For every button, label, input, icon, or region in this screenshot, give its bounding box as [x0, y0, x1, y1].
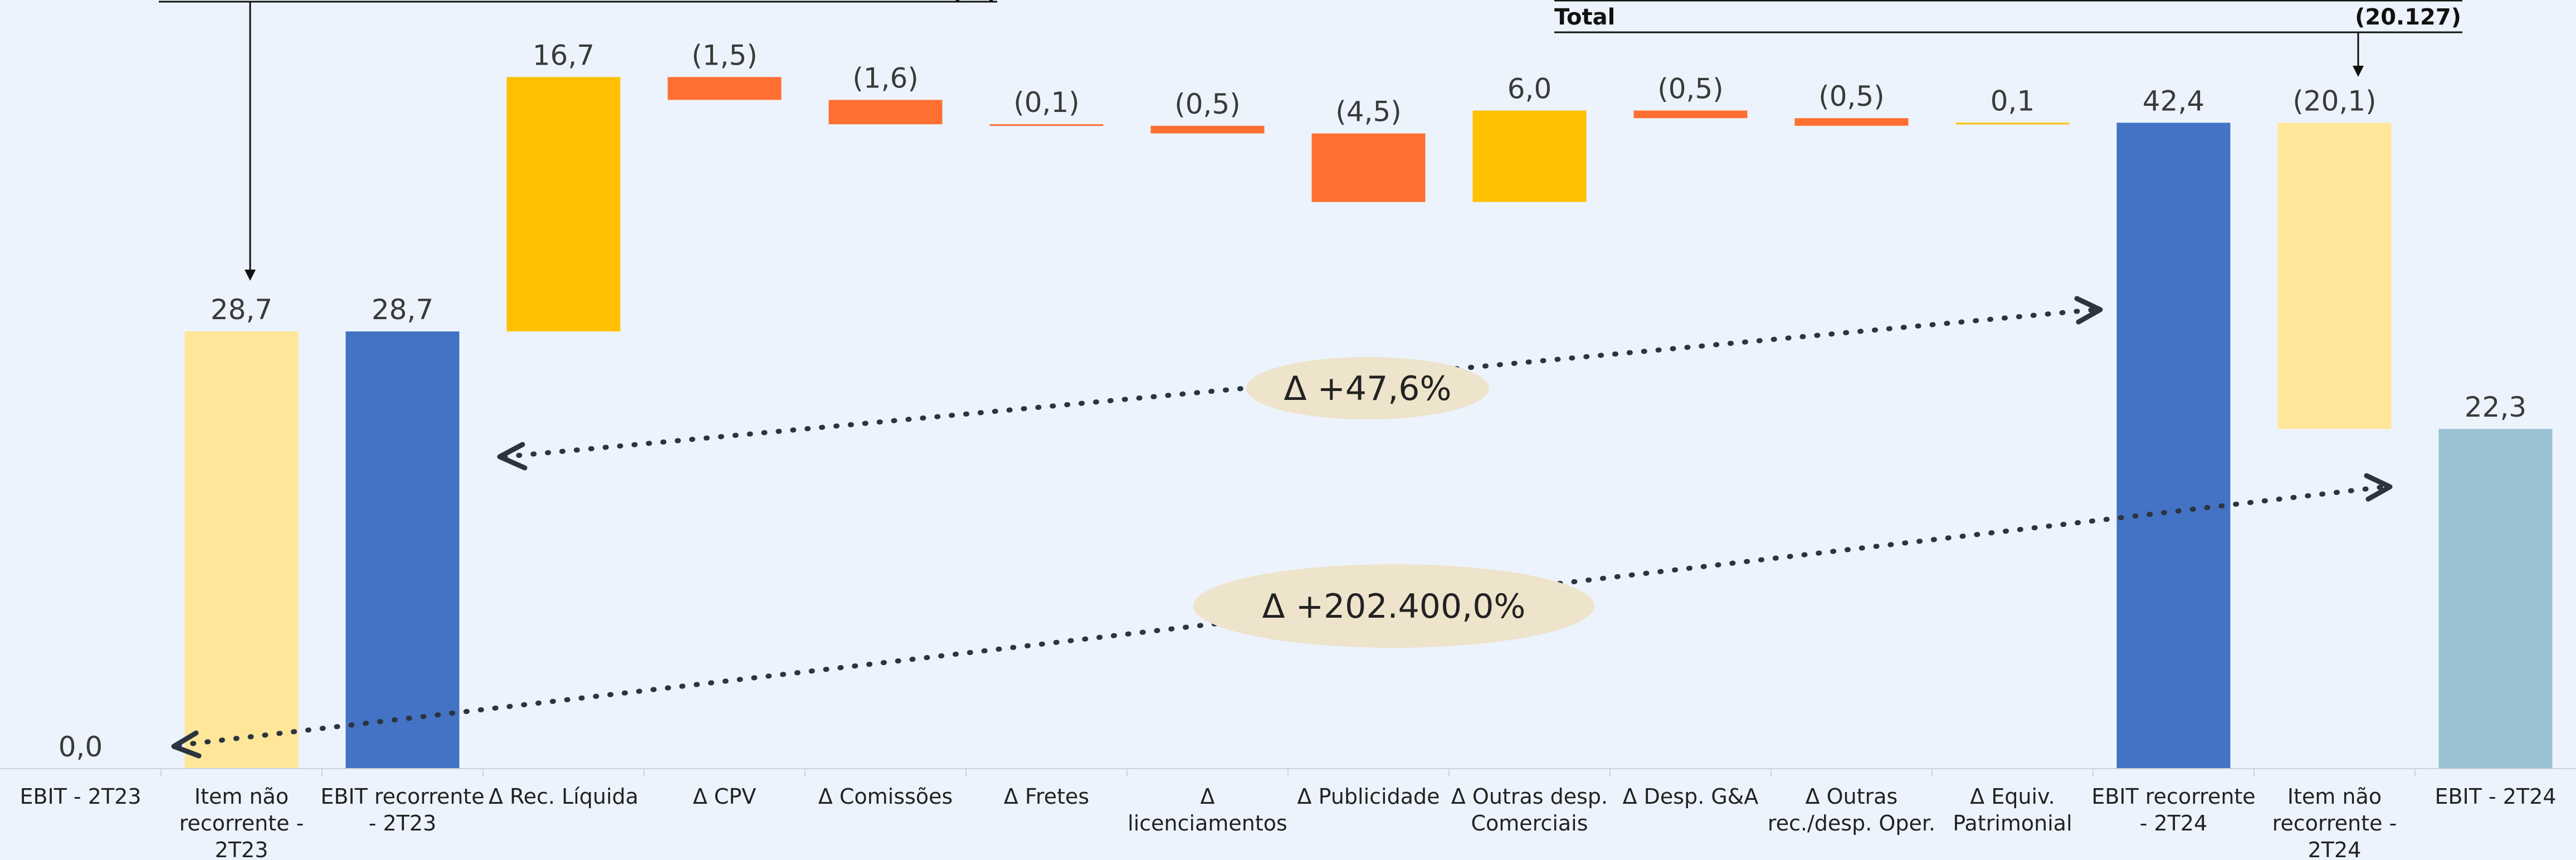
value-label-ebit-2t23: 0,0 [58, 731, 103, 763]
bar-cpv [667, 77, 782, 100]
bar-ebit-recorrente-2t23 [345, 331, 460, 769]
category-label-cpv: Δ CPV [693, 784, 757, 809]
category-label-ebit-2t24: EBIT - 2T24 [2434, 784, 2556, 809]
bar-licenciamentos [1150, 125, 1265, 134]
note-text: (...) [952, 0, 997, 4]
bar-rec-liquida [506, 77, 621, 332]
bar-outras-rec-desp-oper [1794, 118, 1909, 126]
total-delta-pill: Δ +202.400,0% [1193, 564, 1594, 648]
bar-outras-desp-comerciais [1472, 110, 1587, 202]
recurrent-delta-text: Δ +47,6% [1284, 369, 1452, 408]
recurrent-delta-right-arrowhead [2074, 296, 2103, 325]
category-label-item-nao-recorrente-2t23-line-2: recorrente - [179, 811, 304, 835]
value-labels-layer: 0,0 28,7 28,7 16,7 (1,5) (1,6) (0,1) (0,5) (4,5)… [58, 39, 2526, 763]
total-delta-text: Δ +202.400,0% [1262, 587, 1526, 626]
total-delta-left-arrowhead [171, 730, 202, 759]
recurrent-delta-pill-shape [1246, 357, 1489, 419]
value-label-comissoes: (1,6) [852, 62, 919, 94]
value-label-ebit-recorrente-2t24: 42,4 [2143, 85, 2204, 117]
axis-ticks-layer [160, 769, 2416, 776]
category-label-fretes: Δ Fretes [1004, 784, 1089, 809]
category-label-outras-desp-comerciais-line-1: Δ Outras desp. [1451, 784, 1608, 809]
category-label-item-nao-recorrente-2t23-line-3: 2T23 [215, 838, 269, 860]
total-delta-pill-shape [1193, 564, 1594, 648]
bars-layer [184, 77, 2553, 769]
category-label-ebit-recorrente-2t24-line-2: - 2T24 [2140, 811, 2208, 835]
category-label-outras-desp-comerciais-line-2: Comerciais [1471, 811, 1588, 835]
value-label-outras-desp-comerciais: 6,0 [1507, 72, 1552, 105]
bar-equiv-patrimonial [1955, 123, 2070, 125]
category-label-publicidade: Δ Publicidade [1297, 784, 1440, 809]
category-label-item-nao-recorrente-2t24-line-2: recorrente - [2272, 811, 2397, 835]
bar-comissoes [828, 100, 943, 125]
bar-desp-g-a [1633, 110, 1748, 119]
category-label-item-nao-recorrente-2t24-line-3: 2T24 [2308, 838, 2362, 860]
category-label-licenciamentos-line-2: licenciamentos [1128, 811, 1287, 835]
category-label-ebit-recorrente-2t24-line-1: EBIT recorrente [2091, 784, 2255, 809]
note-arrowhead [245, 270, 256, 281]
recurrent-delta-pill: Δ +47,6% [1246, 357, 1489, 419]
bar-ebit-recorrente-2t24 [2116, 123, 2231, 769]
category-label-desp-g-a: Δ Desp. G&A [1623, 784, 1759, 809]
category-label-item-nao-recorrente-2t23-line-1: Item não [194, 784, 289, 809]
category-label-ebit-recorrente-2t23-line-2: - 2T23 [369, 811, 437, 835]
value-label-rec-liquida: 16,7 [533, 39, 594, 71]
bar-publicidade [1311, 133, 1426, 202]
value-label-publicidade: (4,5) [1335, 96, 1402, 128]
total-callout: Total (20.127) [1554, 0, 2462, 77]
value-label-item-nao-recorrente-2t23: 28,7 [211, 294, 272, 326]
bar-fretes [989, 124, 1104, 126]
category-label-item-nao-recorrente-2t24-line-1: Item não [2287, 784, 2382, 809]
value-label-ebit-2t24: 22,3 [2465, 391, 2526, 423]
category-label-equiv-patrimonial-line-1: Δ Equiv. [1970, 784, 2055, 809]
category-label-licenciamentos-line-1: Δ [1201, 784, 1215, 809]
category-label-comissoes: Δ Comissões [818, 784, 953, 809]
value-label-item-nao-recorrente-2t24: (20,1) [2292, 85, 2376, 117]
value-label-fretes: (0,1) [1013, 86, 1080, 119]
total-arrowhead [2353, 66, 2364, 77]
value-label-outras-rec-desp-oper: (0,5) [1818, 80, 1885, 113]
value-label-equiv-patrimonial: 0,1 [1990, 85, 2035, 117]
bar-item-nao-recorrente-2t23 [184, 331, 299, 769]
category-label-ebit-recorrente-2t23-line-1: EBIT recorrente [320, 784, 484, 809]
total-label: Total [1554, 4, 1615, 30]
value-label-cpv: (1,5) [691, 39, 758, 71]
value-label-licenciamentos: (0,5) [1174, 88, 1241, 120]
top-left-note: (...) [159, 0, 997, 281]
category-label-outras-rec-desp-oper-line-1: Δ Outras [1806, 784, 1898, 809]
total-value: (20.127) [2355, 4, 2461, 30]
bar-item-nao-recorrente-2t24 [2277, 123, 2392, 429]
total-delta-right-arrowhead [2364, 473, 2393, 502]
category-label-rec-liquida: Δ Rec. Líquida [489, 784, 638, 809]
bar-ebit-2t24 [2438, 429, 2553, 769]
category-label-equiv-patrimonial-line-2: Patrimonial [1953, 811, 2072, 835]
category-label-outras-rec-desp-oper-line-2: rec./desp. Oper. [1768, 811, 1935, 835]
value-label-ebit-recorrente-2t23: 28,7 [372, 294, 433, 326]
category-label-ebit-2t23: EBIT - 2T23 [19, 784, 141, 809]
value-label-desp-g-a: (0,5) [1657, 72, 1724, 105]
recurrent-delta-left-arrowhead [497, 442, 528, 471]
